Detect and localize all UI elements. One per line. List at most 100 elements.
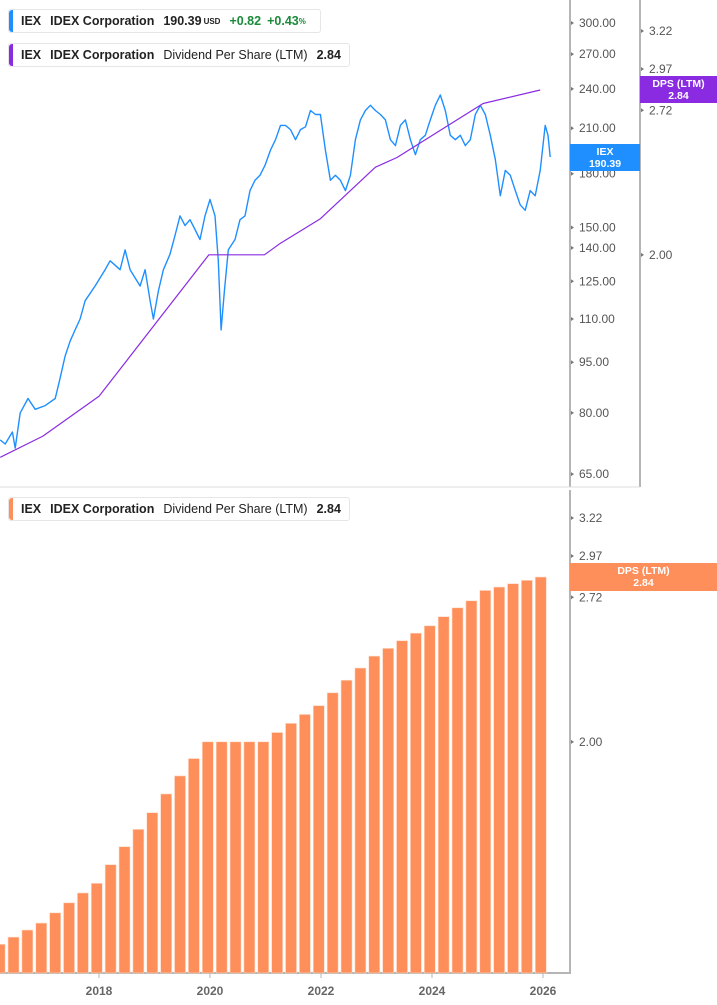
dps-tick-label: 2.97 <box>649 62 673 76</box>
dps-bar <box>0 943 6 974</box>
price-line <box>0 94 551 449</box>
legend-pct-sign: % <box>298 16 306 26</box>
price-tag-value: 190.39 <box>588 157 622 170</box>
price-tag-ticker: IEX <box>596 145 614 158</box>
legend-ticker: IEX <box>21 14 42 28</box>
legend-metric: Dividend Per Share (LTM) <box>163 502 308 516</box>
dps-bar <box>437 616 450 974</box>
bottom-dps-tick-label: 2.72 <box>579 590 603 604</box>
dps-line-legend[interactable]: IEX IDEX Corporation Dividend Per Share … <box>8 43 350 67</box>
legend-ticker: IEX <box>21 48 42 62</box>
dps-top-tag: DPS (LTM) 2.84 <box>640 76 717 103</box>
dps-bar <box>146 812 159 974</box>
x-tick-label: 2020 <box>197 984 224 998</box>
price-tag: IEX 190.39 <box>570 144 640 171</box>
dps-bar <box>465 600 478 974</box>
bottom-dps-tick-label: 2.00 <box>579 735 603 749</box>
dps-bar <box>312 705 325 974</box>
price-tick-mark <box>571 316 574 321</box>
dps-tick-label: 2.00 <box>649 248 673 262</box>
dps-bar <box>382 648 394 974</box>
price-tick-mark <box>571 52 574 57</box>
dps-bar-legend[interactable]: IEX IDEX Corporation Dividend Per Share … <box>8 497 350 521</box>
dps-bar <box>90 883 103 974</box>
price-tick-label: 300.00 <box>579 16 616 30</box>
dps-bar-swatch <box>9 498 13 520</box>
x-tick-label: 2022 <box>308 984 335 998</box>
dps-bar <box>118 846 131 974</box>
dps-bar <box>49 912 61 974</box>
dps-bar <box>257 741 270 974</box>
dps-tag-label: DPS (LTM) <box>652 77 705 90</box>
legend-change: +0.82 <box>229 14 262 28</box>
dps-bar <box>368 655 381 974</box>
dps-bar <box>35 922 48 974</box>
dps-bar <box>326 692 339 974</box>
legend-company: IDEX Corporation <box>50 502 155 516</box>
price-legend[interactable]: IEX IDEX Corporation 190.39 USD +0.82 +0… <box>8 9 321 33</box>
legend-company: IDEX Corporation <box>50 48 155 62</box>
dps-tick-mark <box>641 108 644 113</box>
price-tick-mark <box>571 21 574 25</box>
price-series-swatch <box>9 10 13 32</box>
price-tick-label: 240.00 <box>579 82 616 96</box>
dps-bar <box>201 741 214 974</box>
dps-bar <box>396 640 408 974</box>
legend-change-pct: +0.43 <box>267 14 299 28</box>
dps-tick-mark <box>641 252 644 257</box>
price-tick-mark <box>571 126 574 131</box>
dps-bottom-tag: DPS (LTM) 2.84 <box>570 563 717 591</box>
price-tick-mark <box>571 171 574 176</box>
price-tick-mark <box>571 279 574 284</box>
dps-bar <box>299 714 311 974</box>
dps-bar <box>63 902 75 974</box>
dps-bar <box>215 741 228 974</box>
x-tick-label: 2018 <box>86 984 113 998</box>
legend-metric: Dividend Per Share (LTM) <box>163 48 308 62</box>
x-tick-label: 2024 <box>419 984 446 998</box>
dps-bar <box>174 775 186 974</box>
price-tick-label: 125.00 <box>579 274 616 288</box>
bottom-dps-tick-mark <box>571 595 574 600</box>
dps-bar <box>534 576 547 974</box>
dps-bar <box>21 929 34 974</box>
price-tick-mark <box>571 86 574 91</box>
price-tick-mark <box>571 472 574 477</box>
dps-bar <box>493 586 505 974</box>
dps-line-swatch <box>9 44 13 66</box>
legend-currency: USD <box>203 16 221 26</box>
dps-tag-value: 2.84 <box>668 89 689 102</box>
dps-bar <box>188 758 200 974</box>
price-tick-mark <box>571 245 574 250</box>
dps-bar <box>104 864 117 974</box>
bottom-dps-tick-mark <box>571 739 574 744</box>
price-tick-label: 65.00 <box>579 467 609 481</box>
dps-bar <box>507 583 519 974</box>
dps-bar <box>479 590 492 974</box>
dps-tick-label: 2.72 <box>649 103 673 117</box>
dps-bar <box>354 667 367 974</box>
bottom-dps-tick-label: 2.97 <box>579 549 603 563</box>
dps-bar <box>521 580 533 974</box>
price-tick-label: 140.00 <box>579 241 616 255</box>
dps-line <box>0 89 541 458</box>
price-tick-label: 80.00 <box>579 406 609 420</box>
legend-ticker: IEX <box>21 502 42 516</box>
dps-bar <box>77 892 89 974</box>
legend-company: IDEX Corporation <box>50 14 155 28</box>
legend-price: 190.39 <box>163 14 202 28</box>
x-tick-label: 2026 <box>530 984 557 998</box>
legend-value: 2.84 <box>316 502 341 516</box>
dps-tag-value: 2.84 <box>633 577 654 589</box>
dps-bar <box>7 936 20 974</box>
dps-bar <box>243 741 256 974</box>
price-tick-mark <box>571 360 574 365</box>
dps-bar <box>160 793 172 974</box>
price-tick-label: 95.00 <box>579 355 609 369</box>
dps-bar <box>271 732 283 974</box>
dps-bar <box>451 607 464 974</box>
price-tick-label: 210.00 <box>579 121 616 135</box>
dps-bar <box>132 829 145 974</box>
dps-bar <box>410 632 422 974</box>
